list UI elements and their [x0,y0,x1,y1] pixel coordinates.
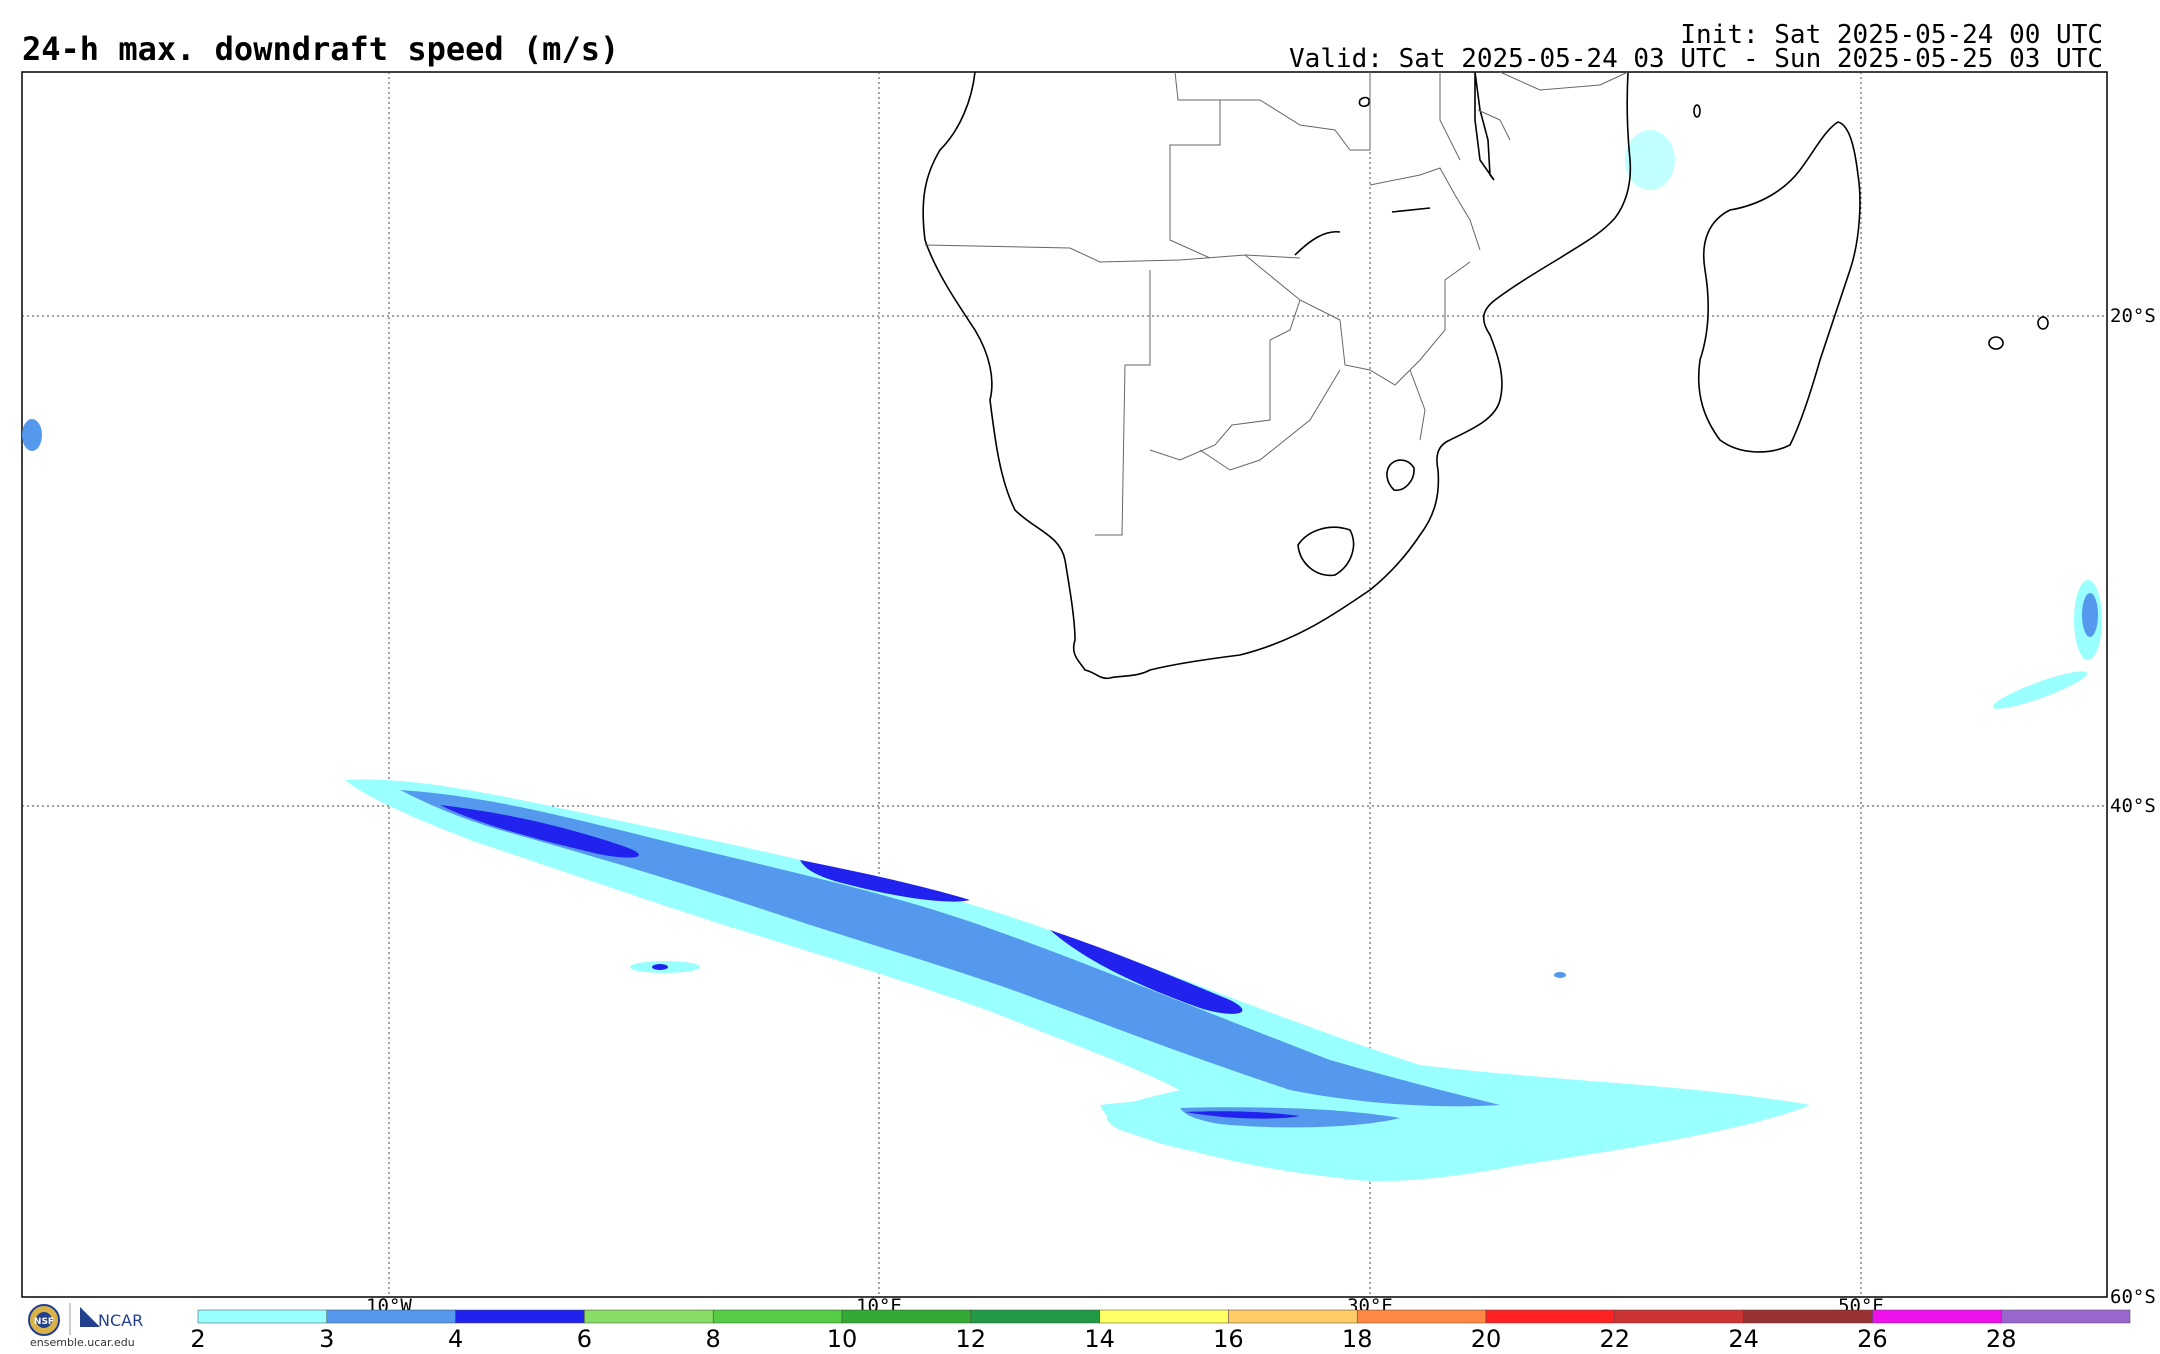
colorbar-swatch [1743,1309,1873,1324]
lesotho [1297,526,1355,577]
colorbar-tick-label: 28 [1986,1325,2017,1353]
lat-label-20s: 20°S [2110,305,2156,327]
reunion-island [1988,336,2004,350]
colorbar-tick-label: 6 [577,1325,592,1353]
colorbar-swatch [1228,1309,1358,1324]
colorbar-tick-label: 14 [1084,1325,1115,1353]
colorbar-tick-label: 22 [1600,1325,1631,1353]
colorbar-swatch [455,1309,585,1324]
ncar-mark-icon [80,1307,100,1327]
colorbar-tick-label: 10 [827,1325,858,1353]
madagascar-coastline [1697,121,1861,453]
colorbar-swatch [2000,1309,2131,1324]
ncar-logo: NCAR [80,1307,143,1330]
colorbar-tick-label: 2 [190,1325,205,1353]
colorbar-swatch [712,1309,843,1324]
lake-victoria-fragment [1358,96,1370,107]
colorbar-swatch [584,1309,714,1324]
valid-time: Valid: Sat 2025-05-24 03 UTC - Sun 2025-… [1289,44,2103,74]
downdraft-cell [1992,671,2088,709]
colorbar-swatch [970,1309,1100,1324]
map-frame [21,71,2108,1298]
downdraft-shading [22,130,2102,1182]
coastlines [922,71,2049,680]
downdraft-cell [1625,130,1675,190]
downdraft-band-4-6d [1185,1111,1300,1119]
downdraft-band-4-6 [440,805,639,858]
colorbar-swatch [1614,1309,1744,1324]
colorbar-swatch [1099,1309,1229,1324]
colorbar: 2 3 4 6 8 10 12 14 16 18 20 22 24 26 28 [190,1309,2131,1353]
downdraft-cell [652,964,668,970]
colorbar-swatch [326,1309,456,1324]
colorbar-tick-label: 18 [1342,1325,1373,1353]
country-borders [924,71,1629,536]
nsf-logo: NSF [28,1304,60,1336]
comoros-island [1693,104,1701,118]
colorbar-tick-label: 26 [1857,1325,1888,1353]
colorbar-tick-label: 3 [319,1325,334,1353]
lake-kariba [1294,230,1341,256]
downdraft-band-4-6b [800,860,970,902]
colorbar-swatch [841,1309,972,1324]
downdraft-cell [22,419,42,451]
colorbar-swatch [1485,1309,1616,1324]
downdraft-cell [1554,972,1566,978]
colorbar-swatch [1872,1309,2002,1324]
lake-tanganyika-fragment [1391,207,1431,213]
colorbar-tick-label: 8 [706,1325,721,1353]
colorbar-tick-label: 4 [448,1325,463,1353]
lake-malawi [1474,71,1495,181]
gridlines [22,72,2107,1297]
map-title: 24-h max. downdraft speed (m/s) [22,30,620,68]
colorbar-tick-label: 16 [1213,1325,1244,1353]
colorbar-tick-label: 24 [1728,1325,1759,1353]
colorbar-swatch [1356,1309,1487,1324]
colorbar-swatch [197,1309,328,1324]
lat-label-40s: 40°S [2110,795,2156,817]
mauritius-island [2037,316,2049,330]
ncar-logo-text: NCAR [98,1311,143,1330]
footer-url: ensemble.ucar.edu [30,1336,135,1349]
lat-label-60s: 60°S [2110,1286,2156,1308]
downdraft-cell [2082,593,2098,637]
africa-coastline [922,71,1632,680]
nsf-logo-text: NSF [34,1317,54,1327]
downdraft-band-4-6c [1050,930,1243,1014]
colorbar-tick-label: 12 [956,1325,987,1353]
init-time: Init: Sat 2025-05-24 00 UTC [1680,20,2103,50]
colorbar-tick-label: 20 [1471,1325,1502,1353]
eswatini [1386,459,1415,491]
downdraft-band-3-4 [400,790,1500,1107]
